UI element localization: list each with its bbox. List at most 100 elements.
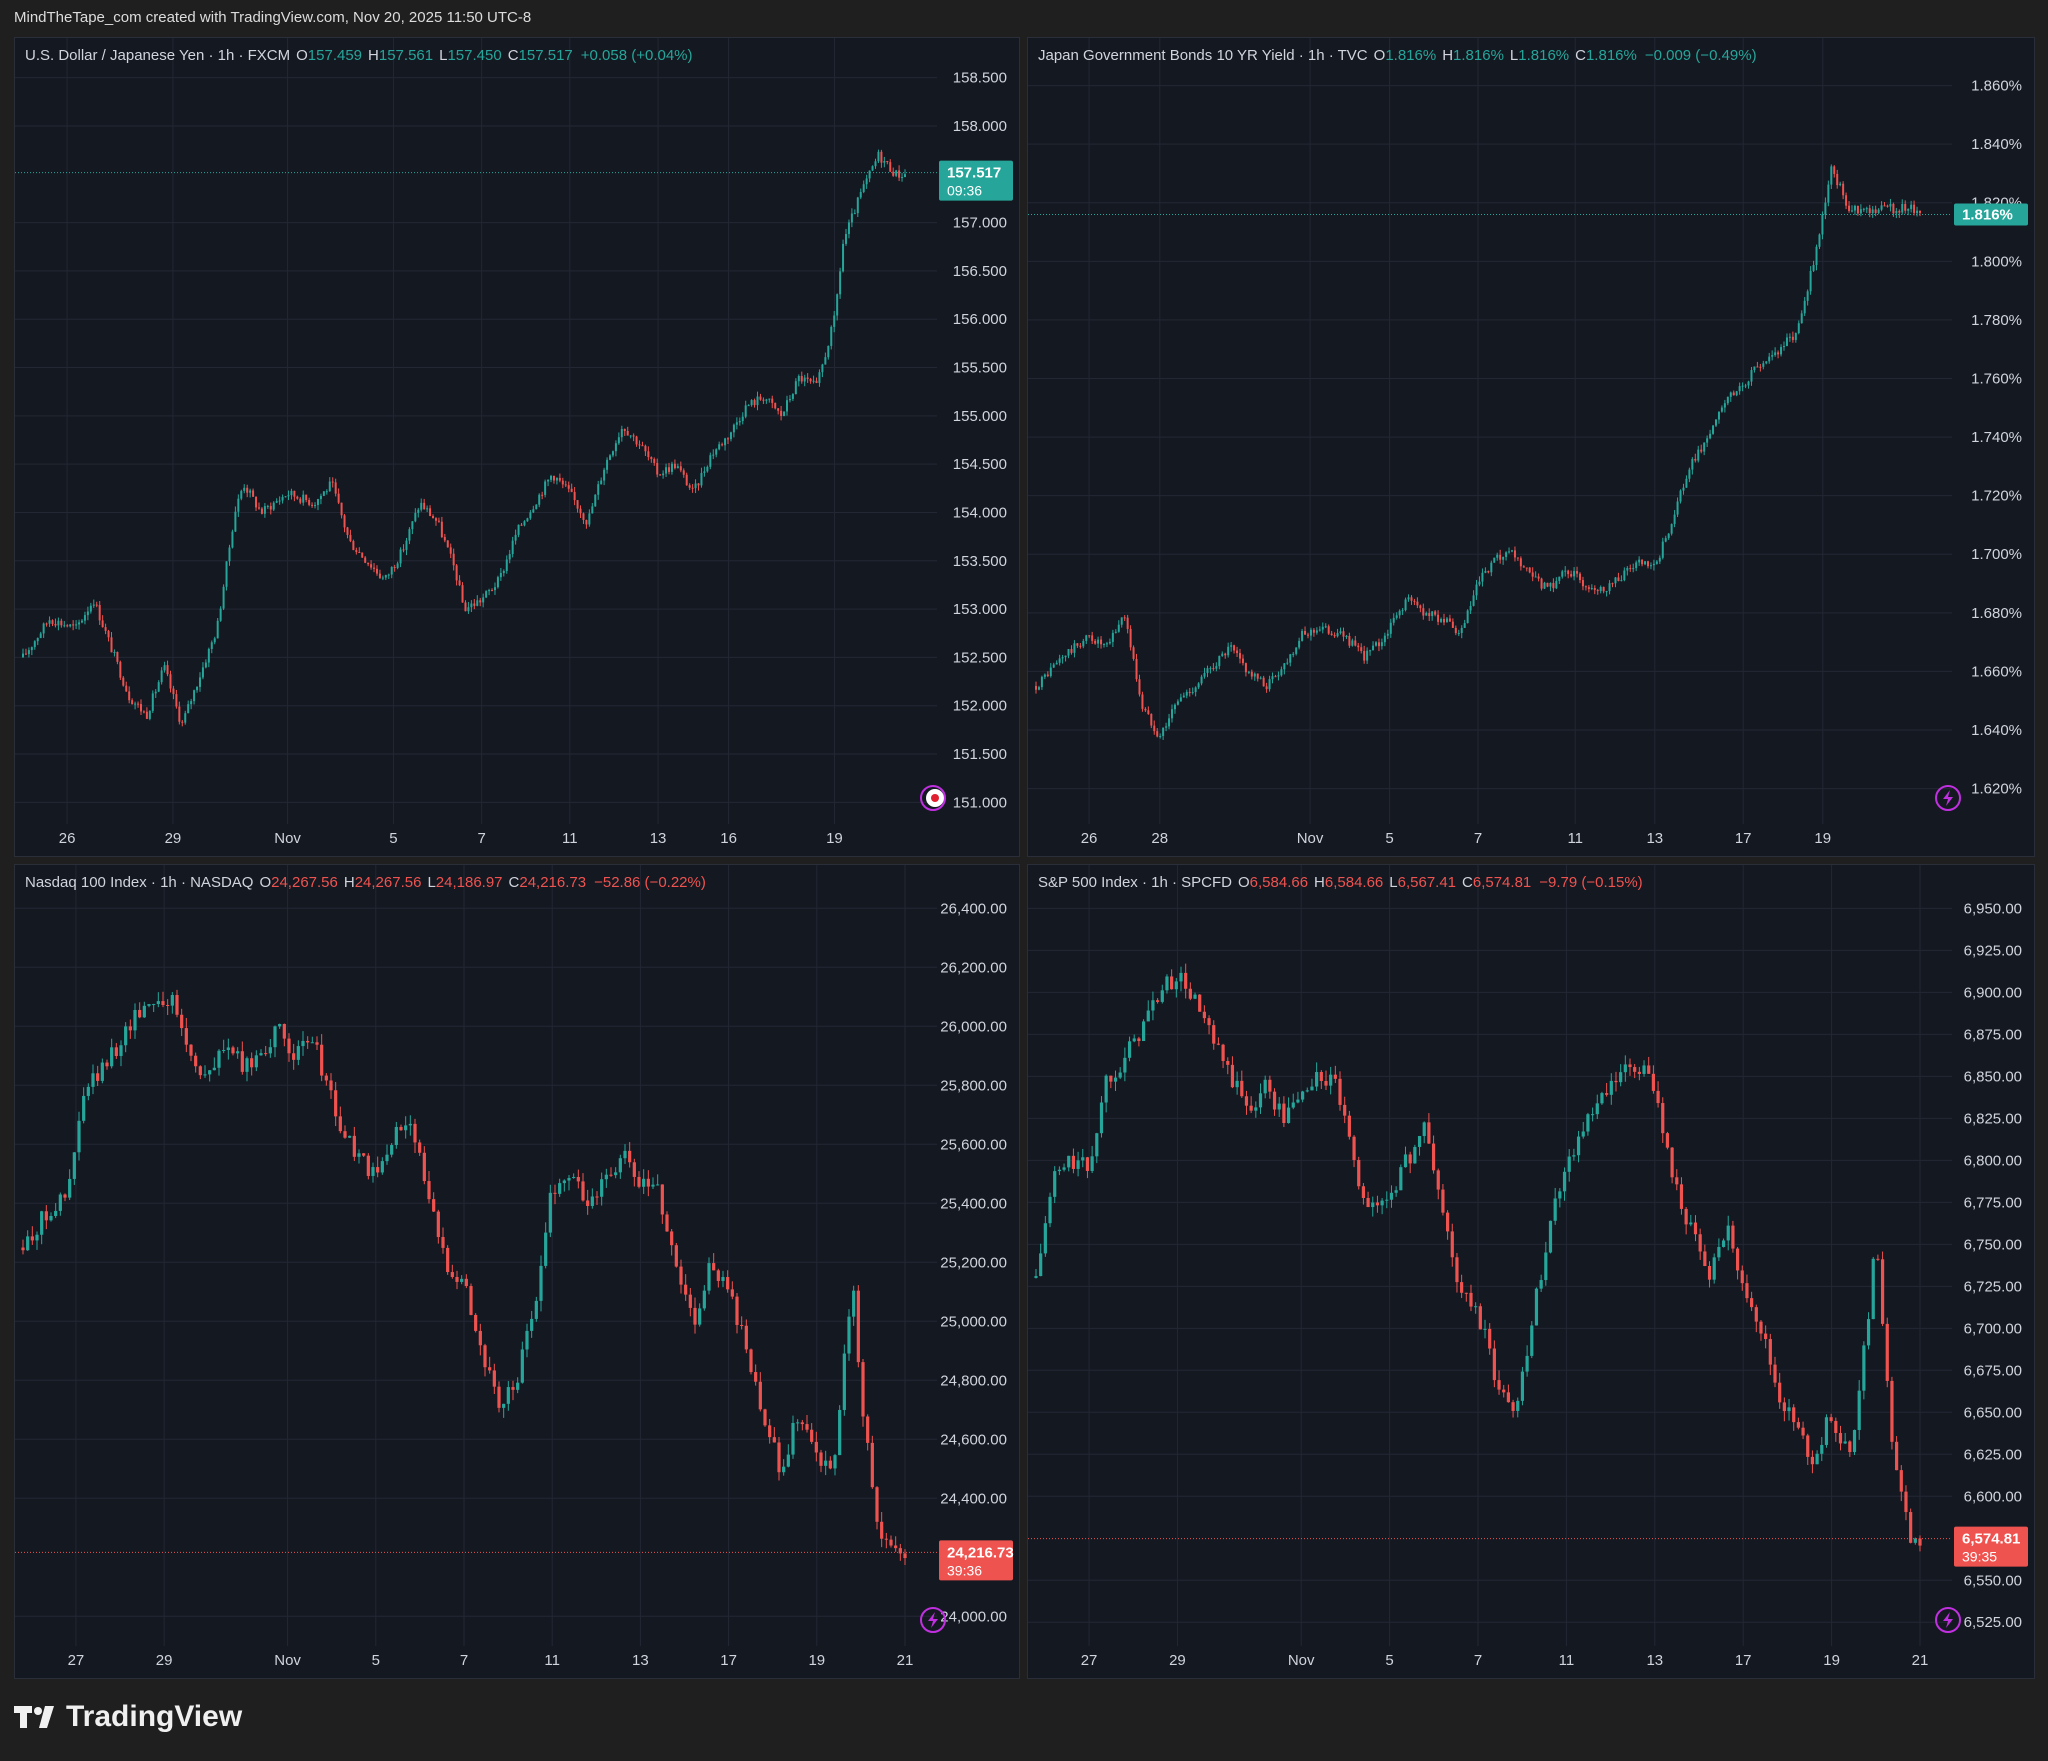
candle-body [1633, 1067, 1637, 1072]
candle-body [828, 1460, 832, 1469]
candle-body [796, 1422, 800, 1424]
legend-c-value: 24,216.73 [519, 874, 587, 891]
candle-body [89, 605, 92, 612]
candle-body [1230, 645, 1233, 647]
candle-body [1478, 1306, 1482, 1330]
candle-body [1679, 1184, 1684, 1209]
candle-body [380, 1161, 384, 1173]
candle-body [628, 1150, 632, 1163]
candle-body [352, 1135, 356, 1157]
candle-body [1548, 1220, 1553, 1253]
y-tick-label: 24,600.00 [940, 1431, 1007, 1448]
y-tick-label: 24,400.00 [940, 1490, 1007, 1507]
candle-body [1173, 704, 1176, 710]
candle-body [125, 685, 128, 692]
candle-body [1416, 601, 1419, 606]
candle-body [1291, 1102, 1295, 1108]
candle-body [1057, 1169, 1061, 1172]
candle-body [180, 1014, 184, 1029]
candle-body [1156, 731, 1159, 737]
x-tick-label: 11 [1567, 830, 1583, 847]
candle-body [287, 495, 290, 497]
candle-body [110, 1047, 114, 1067]
candle-body [754, 1372, 758, 1382]
candle-body [555, 477, 558, 481]
candle-body [721, 444, 724, 446]
candle-body [1868, 208, 1871, 214]
lightning-icon[interactable] [1935, 785, 1961, 811]
candle-body [1182, 695, 1185, 698]
last-price-value: 6,574.81 [1962, 1531, 2020, 1548]
candle-body [355, 550, 358, 552]
flag-icon[interactable] [920, 785, 946, 811]
candle-body [600, 1179, 604, 1197]
candle-body [426, 508, 429, 510]
candle-body [1759, 1321, 1763, 1334]
candle-body [576, 500, 579, 509]
candle-body [901, 177, 904, 179]
y-tick-label: 152.000 [953, 698, 1007, 715]
candle-body [293, 490, 296, 497]
candle-body [499, 573, 502, 578]
candle-body [1497, 1380, 1501, 1390]
candle-body [1389, 1192, 1394, 1200]
candle-body [296, 1046, 300, 1060]
candle-body [1537, 576, 1540, 579]
candle-body [520, 524, 523, 526]
candle-body [1226, 1060, 1230, 1065]
candle-body [1212, 1025, 1216, 1044]
candle-body [250, 1058, 254, 1068]
chart-panel-nasdaq100[interactable]: 26,400.00 26,200.00 26,000.00 25,800.00 25,6… [14, 864, 1020, 1679]
candle-body [1904, 1491, 1908, 1513]
candle-body [1782, 1402, 1786, 1412]
chart-panel-sp500[interactable]: 6,950.00 6,925.00 6,900.00 6,875.00 6,850.00… [1027, 864, 2035, 1679]
candle-body [134, 703, 137, 705]
candle-body [1417, 1136, 1422, 1147]
candle-body [408, 1123, 412, 1126]
candle-body [157, 682, 160, 692]
chart-svg-usdjpy[interactable]: 158.500 158.000 157.000 156.500 156.000 155.5… [15, 38, 1019, 856]
candle-body [1319, 1072, 1323, 1082]
candle-body [1697, 449, 1700, 461]
legend-h-value: 157.561 [378, 47, 434, 64]
candle-body [1842, 183, 1845, 196]
chart-svg-sp500[interactable]: 6,950.00 6,925.00 6,900.00 6,875.00 6,850.00… [1028, 865, 2034, 1678]
candle-body [1843, 1441, 1847, 1444]
candle-body [1132, 647, 1135, 659]
lightning-icon[interactable] [1935, 1607, 1961, 1633]
candle-body [1586, 1114, 1590, 1132]
chart-svg-nasdaq100[interactable]: 26,400.00 26,200.00 26,000.00 25,800.00 25,6… [15, 865, 1019, 1678]
chart-panel-usdjpy[interactable]: 158.500 158.000 157.000 156.500 156.000 155.5… [14, 37, 1020, 857]
candle-body [709, 455, 712, 467]
candle-body [245, 1058, 249, 1072]
candle-body [1490, 562, 1493, 573]
candle-body [66, 625, 69, 627]
candle-body [1253, 673, 1256, 677]
candle-body [68, 1178, 72, 1198]
candle-body [814, 1441, 818, 1453]
candle-body [1605, 591, 1608, 593]
candle-body [1360, 647, 1363, 652]
candle-body [1457, 633, 1460, 635]
candle-body [1425, 613, 1428, 616]
candle-body [1372, 645, 1375, 651]
candle-body [1132, 1038, 1136, 1042]
candle-body [231, 531, 234, 548]
candle-body [124, 1026, 128, 1046]
candle-body [1898, 211, 1901, 213]
chart-panel-jgb10y[interactable]: 1.860% 1.840% 1.820% 1.800% 1.780% 1.760% 1.74… [1027, 37, 2035, 857]
candle-body [1735, 391, 1738, 396]
candle-body [1762, 363, 1765, 367]
chart-svg-jgb10y[interactable]: 1.860%1.840%1.820%1.800%1.780%1.760%1.74… [1028, 38, 2034, 856]
candle-body [394, 1126, 398, 1146]
candle-body [871, 166, 874, 171]
lightning-icon[interactable] [920, 1607, 946, 1633]
candle-body [1700, 449, 1703, 452]
candle-body [492, 1370, 496, 1387]
candle-body [96, 1073, 100, 1081]
candle-body [104, 627, 107, 631]
candle-body [747, 405, 750, 407]
candle-body [225, 561, 228, 587]
candle-body [1079, 645, 1082, 647]
candle-body [591, 506, 594, 514]
